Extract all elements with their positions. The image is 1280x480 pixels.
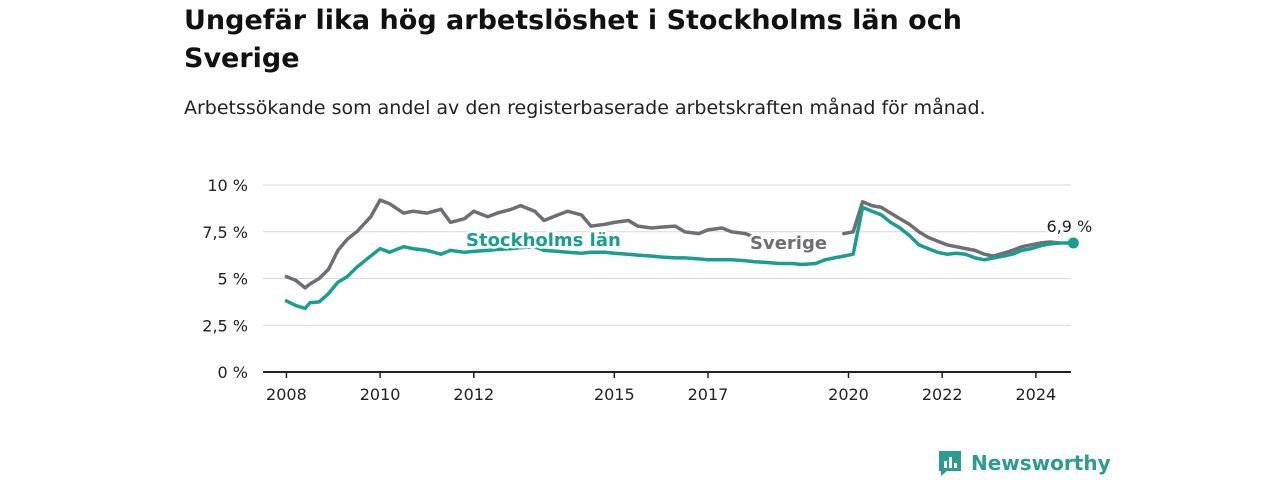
x-tick-label: 2008 bbox=[266, 385, 307, 404]
chart-title: Ungefär lika hög arbetslöshet i Stockhol… bbox=[184, 5, 962, 74]
x-tick-label: 2022 bbox=[922, 385, 963, 404]
series-line-sverige bbox=[842, 200, 1062, 258]
x-tick-label: 2010 bbox=[360, 385, 401, 404]
grid-lines bbox=[263, 184, 1071, 373]
x-tick-label: 2015 bbox=[594, 385, 635, 404]
y-tick-label: 0 % bbox=[218, 363, 248, 382]
brand-logo: Newsworthy bbox=[937, 448, 1111, 478]
y-tick-label: 7,5 % bbox=[202, 223, 248, 242]
newsworthy-chart-icon bbox=[939, 451, 961, 476]
x-tick-label: 2012 bbox=[453, 385, 494, 404]
endpoint-value-label: 6,9 % bbox=[1046, 217, 1092, 236]
y-tick-label: 10 % bbox=[207, 176, 248, 195]
x-axis-ticks: 2008 2010 2012 2015 2017 2020 2022 2024 bbox=[266, 372, 1056, 404]
y-axis-ticks: 0 % 2,5 % 5 % 7,5 % 10 % bbox=[202, 176, 248, 382]
series-line-stockholm bbox=[284, 205, 1076, 311]
series-labels: Stockholms län Sverige 6,9 % bbox=[464, 215, 1095, 257]
series-label-stockholm: Stockholms län bbox=[466, 230, 621, 251]
chart-subtitle: Arbetssökande som andel av den registerb… bbox=[184, 97, 986, 119]
series-line-sverige bbox=[284, 198, 757, 290]
y-tick-label: 5 % bbox=[218, 270, 248, 289]
brand-name: Newsworthy bbox=[971, 451, 1111, 475]
series-lines bbox=[284, 198, 1079, 311]
x-tick-label: 2024 bbox=[1016, 385, 1057, 404]
series-label-sverige: Sverige bbox=[750, 233, 827, 254]
y-tick-label: 2,5 % bbox=[202, 316, 248, 335]
endpoint-marker bbox=[1067, 237, 1079, 249]
x-tick-label: 2017 bbox=[688, 385, 729, 404]
x-tick-label: 2020 bbox=[828, 385, 869, 404]
